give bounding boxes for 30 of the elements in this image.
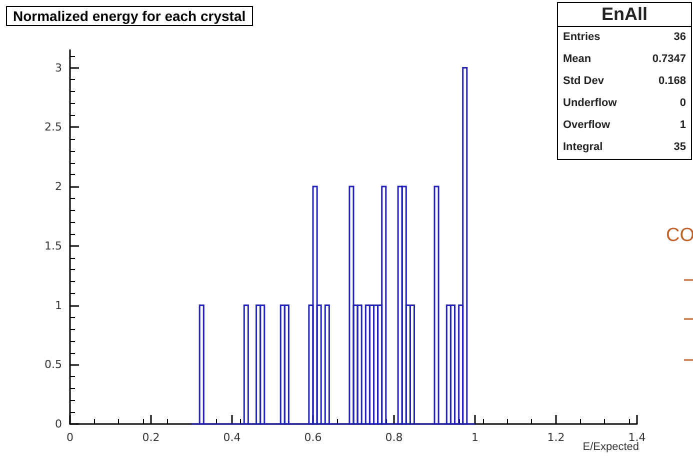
x-tick-label: 1.4: [628, 431, 646, 444]
x-tick-label: 0.4: [223, 431, 241, 444]
text: 0: [680, 97, 686, 111]
text: EnAll: [558, 3, 691, 27]
x-tick-label: 1: [472, 431, 478, 444]
x-tick-label: 0.2: [142, 431, 160, 444]
text: 36: [674, 31, 686, 45]
y-tick-label: 0: [55, 418, 62, 430]
annotation: Mean: [563, 53, 592, 67]
annotation: Overflow: [563, 119, 610, 133]
y-tick-label: 1: [55, 298, 62, 312]
y-tick-label: 1.5: [44, 239, 62, 252]
x-tick-label: 0.6: [304, 431, 322, 444]
text: 35: [674, 141, 686, 155]
text: 0.7347: [652, 53, 686, 67]
text: 0.168: [658, 75, 686, 89]
y-tick-label: 2: [55, 180, 62, 194]
text: Entries: [563, 31, 600, 45]
annotation: Std Dev: [563, 75, 604, 89]
chart-title: Normalized energy for each crystal: [6, 6, 253, 26]
annotation: Integral: [563, 141, 603, 155]
y-tick-label: 3: [55, 61, 62, 74]
y-tick-label: 0.5: [44, 358, 62, 372]
x-tick-label: 0: [66, 431, 74, 444]
text: 1: [680, 119, 686, 133]
annotation: Underflow: [563, 97, 617, 111]
x-tick-label: 1.2: [547, 431, 565, 444]
x-axis-title: E/Expected: [582, 441, 639, 453]
x-tick-label: 0.8: [385, 431, 403, 444]
y-tick-label: 2.5: [44, 120, 62, 134]
